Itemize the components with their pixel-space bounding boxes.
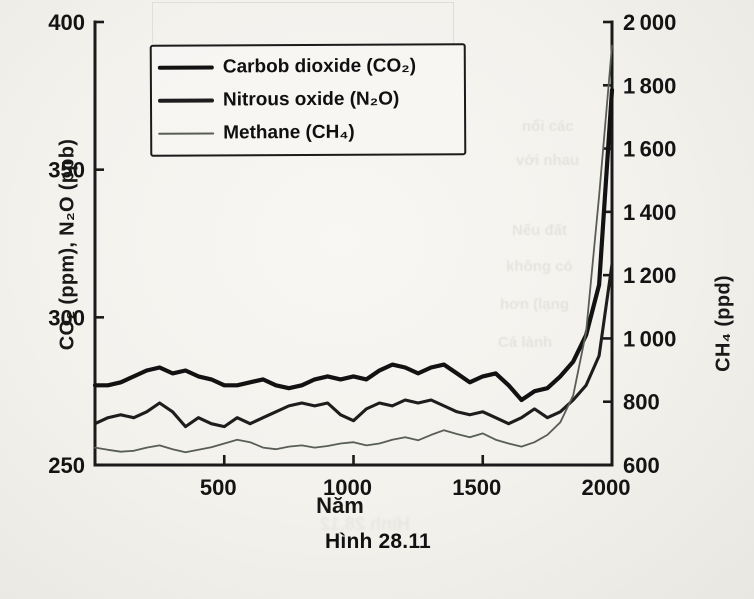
figure-caption: Hình 28.11: [325, 530, 431, 553]
legend-label-co2: Carbob dioxide (CO₂): [222, 55, 417, 78]
y-right-tick-label: 1 000: [623, 326, 676, 351]
x-axis-title: Năm: [316, 493, 364, 518]
x-tick-label: 2000: [582, 475, 631, 500]
x-tick-label: 500: [200, 475, 237, 500]
y-right-tick-label: 1 800: [623, 73, 676, 98]
n2o-line-swatch: [157, 98, 215, 103]
y-left-tick-label: 300: [48, 305, 85, 330]
y-right-tick-label: 1 400: [623, 200, 676, 225]
left-axis-title: CO₂ (ppm), N₂O (ppb): [56, 138, 79, 351]
legend-label-n2o: Nitrous oxide (N₂O): [222, 88, 400, 111]
legend-item-n2o: Nitrous oxide (N₂O): [157, 88, 458, 112]
y-right-tick-label: 1 200: [623, 263, 676, 288]
y-right-tick-label: 2 000: [623, 10, 676, 35]
ch4-line: [94, 44, 613, 454]
x-tick-label: 1000: [323, 475, 372, 500]
ch4-line-swatch: [158, 132, 215, 135]
chart-legend: Carbob dioxide (CO₂) Nitrous oxide (N₂O)…: [149, 43, 467, 157]
legend-item-ch4: Methane (CH₄): [158, 122, 458, 146]
legend-item-co2: Carbob dioxide (CO₂): [157, 55, 458, 79]
y-left-tick-label: 400: [48, 10, 85, 35]
y-right-tick-label: 800: [623, 390, 660, 415]
co2-line: [92, 87, 615, 403]
y-right-tick-label: 600: [623, 453, 660, 478]
x-tick-label: 1500: [452, 475, 501, 500]
y-left-tick-label: 250: [48, 453, 85, 478]
y-left-tick-label: 350: [48, 158, 85, 183]
co2-line-swatch: [157, 65, 214, 70]
right-axis-title: CH₄ (ppd): [712, 275, 735, 372]
legend-label-ch4: Methane (CH₄): [223, 122, 355, 144]
n2o-line: [93, 262, 614, 429]
y-right-tick-label: 1 600: [623, 137, 676, 162]
